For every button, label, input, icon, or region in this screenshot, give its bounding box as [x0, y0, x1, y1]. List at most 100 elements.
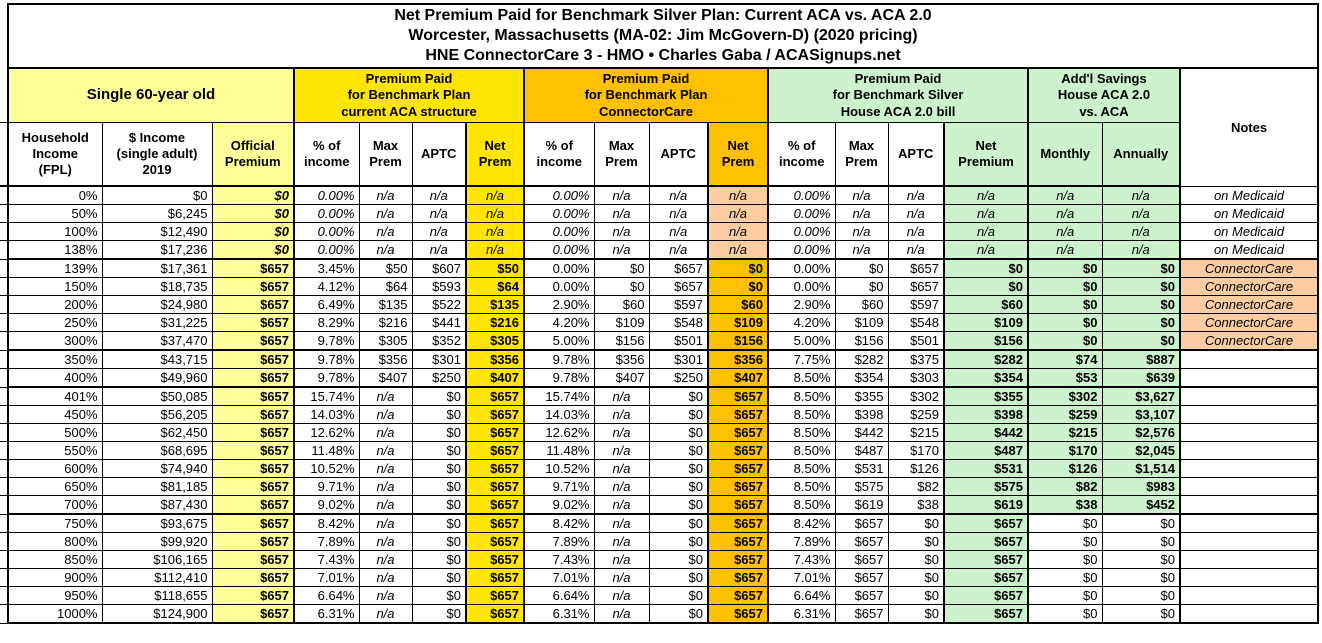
fpl-cell: 850% — [7, 550, 103, 569]
cc-aptc-cell: n/a — [648, 185, 709, 205]
savings-annually-cell: $639 — [1101, 368, 1181, 388]
aca-pct-income-cell: 0.00% — [293, 240, 360, 260]
official-premium-cell: $657 — [211, 405, 295, 424]
aca-aptc-cell: $593 — [411, 277, 467, 296]
notes-cell: on Medicaid — [1179, 204, 1319, 223]
table-row: 300% $37,470 $657 9.78% $305 $352 $305 5.00% $15… — [0, 331, 1319, 351]
notes-cell — [1179, 586, 1319, 605]
savings-monthly-cell: $0 — [1027, 550, 1103, 569]
gutter-cell — [0, 405, 8, 424]
gutter-cell — [0, 568, 8, 587]
income-cell: $6,245 — [101, 204, 213, 223]
house-net-premium-cell: n/a — [943, 185, 1029, 205]
aca-aptc-cell: $0 — [411, 513, 467, 533]
table-row: 950% $118,655 $657 6.64% n/a $0 $657 6.64% n/a $0… — [0, 586, 1319, 605]
aca-max-prem-cell: n/a — [358, 532, 413, 551]
income-cell: $81,185 — [101, 477, 213, 496]
cc-net-prem-cell: n/a — [707, 204, 769, 223]
aca-max-prem-cell: $356 — [358, 349, 413, 369]
savings-monthly-cell: $0 — [1027, 586, 1103, 605]
house-aptc-cell: $0 — [887, 604, 945, 624]
savings-monthly-cell: $0 — [1027, 295, 1103, 314]
cc-pct-income-cell: 0.00% — [523, 222, 595, 241]
house-pct-income-cell: 7.43% — [767, 550, 836, 569]
house-net-premium-cell: $355 — [943, 386, 1029, 406]
income-cell: $118,655 — [101, 586, 213, 605]
gutter-cell — [0, 68, 8, 123]
income-cell: $49,960 — [101, 368, 213, 388]
savings-monthly-cell: $0 — [1027, 331, 1103, 351]
gutter-cell — [0, 604, 8, 624]
house-max-prem-cell: $60 — [834, 295, 889, 314]
house-pct-income-cell: 7.75% — [767, 349, 836, 369]
official-premium-cell: $657 — [211, 295, 295, 314]
aca-aptc-cell: $0 — [411, 386, 467, 406]
house-max-prem-cell: $657 — [834, 586, 889, 605]
aca-net-prem-cell: $657 — [465, 423, 525, 442]
table-row: 150% $18,735 $657 4.12% $64 $593 $64 0.00% $0 $65… — [0, 277, 1319, 296]
aca-net-prem-cell: $64 — [465, 277, 525, 296]
savings-annually-cell: $452 — [1101, 495, 1181, 515]
house-net-premium-cell: $156 — [943, 331, 1029, 351]
aca-max-prem-cell: n/a — [358, 441, 413, 460]
cc-net-prem-cell: n/a — [707, 185, 769, 205]
notes-cell — [1179, 368, 1319, 388]
aca-max-prem-cell: n/a — [358, 405, 413, 424]
table-row: 650% $81,185 $657 9.71% n/a $0 $657 9.71% n/a $0 $… — [0, 477, 1319, 496]
aca-max-prem-cell: n/a — [358, 513, 413, 533]
fpl-cell: 0% — [7, 185, 103, 205]
aca-aptc-cell: $0 — [411, 532, 467, 551]
savings-annually-cell: $0 — [1101, 550, 1181, 569]
aca-net-prem-cell: n/a — [465, 204, 525, 223]
cc-aptc-cell: $0 — [648, 441, 709, 460]
house-net-premium-cell: $657 — [943, 532, 1029, 551]
table-row: 700% $87,430 $657 9.02% n/a $0 $657 9.02% n/a $0 $… — [0, 495, 1319, 515]
notes-cell — [1179, 568, 1319, 587]
aca-max-prem-cell: $216 — [358, 313, 413, 332]
group-house-aca-2: Premium Paid for Benchmark Silver House … — [767, 67, 1029, 123]
fpl-cell: 250% — [7, 313, 103, 332]
cc-max-prem-cell: n/a — [593, 550, 650, 569]
fpl-cell: 500% — [7, 423, 103, 442]
notes-cell — [1179, 477, 1319, 496]
cc-max-prem-cell: n/a — [593, 586, 650, 605]
house-pct-income-cell: 8.50% — [767, 477, 836, 496]
official-premium-cell: $0 — [211, 204, 295, 223]
notes-cell: ConnectorCare — [1179, 258, 1319, 278]
house-pct-income-cell: 0.00% — [767, 222, 836, 241]
house-aptc-cell: n/a — [887, 204, 945, 223]
aca-aptc-cell: $250 — [411, 368, 467, 388]
aca-max-prem-cell: n/a — [358, 477, 413, 496]
house-pct-income-cell: 8.50% — [767, 386, 836, 406]
cc-net-prem-cell: n/a — [707, 240, 769, 260]
aca-pct-income-cell: 9.02% — [293, 495, 360, 515]
gutter-cell — [0, 586, 8, 605]
savings-monthly-cell: n/a — [1027, 185, 1103, 205]
cc-max-prem-cell: n/a — [593, 405, 650, 424]
gutter-cell — [0, 514, 8, 533]
aca-pct-income-cell: 10.52% — [293, 459, 360, 478]
house-pct-income-cell: 6.31% — [767, 604, 836, 624]
official-premium-cell: $657 — [211, 477, 295, 496]
aca-aptc-cell: $0 — [411, 604, 467, 624]
gutter-cell — [0, 313, 8, 332]
gutter-cell — [0, 495, 8, 515]
cc-net-prem-cell: $0 — [707, 277, 769, 296]
house-aptc-cell: $126 — [887, 459, 945, 478]
notes-cell: on Medicaid — [1179, 185, 1319, 205]
savings-annually-cell: n/a — [1101, 185, 1181, 205]
cc-max-prem-cell: n/a — [593, 222, 650, 241]
house-pct-income-cell: 8.50% — [767, 423, 836, 442]
income-cell: $17,236 — [101, 240, 213, 260]
aca-aptc-cell: $0 — [411, 405, 467, 424]
savings-monthly-cell: $0 — [1027, 604, 1103, 624]
house-aptc-cell: $302 — [887, 386, 945, 406]
house-max-prem-cell: $657 — [834, 550, 889, 569]
cc-pct-income-cell: 7.01% — [523, 568, 595, 587]
cc-aptc-cell: $0 — [648, 550, 709, 569]
cc-net-prem-cell: n/a — [707, 222, 769, 241]
col-header-house-max-prem: Max Prem — [834, 121, 889, 187]
cc-pct-income-cell: 0.00% — [523, 240, 595, 260]
savings-annually-cell: n/a — [1101, 222, 1181, 241]
income-cell: $106,165 — [101, 550, 213, 569]
